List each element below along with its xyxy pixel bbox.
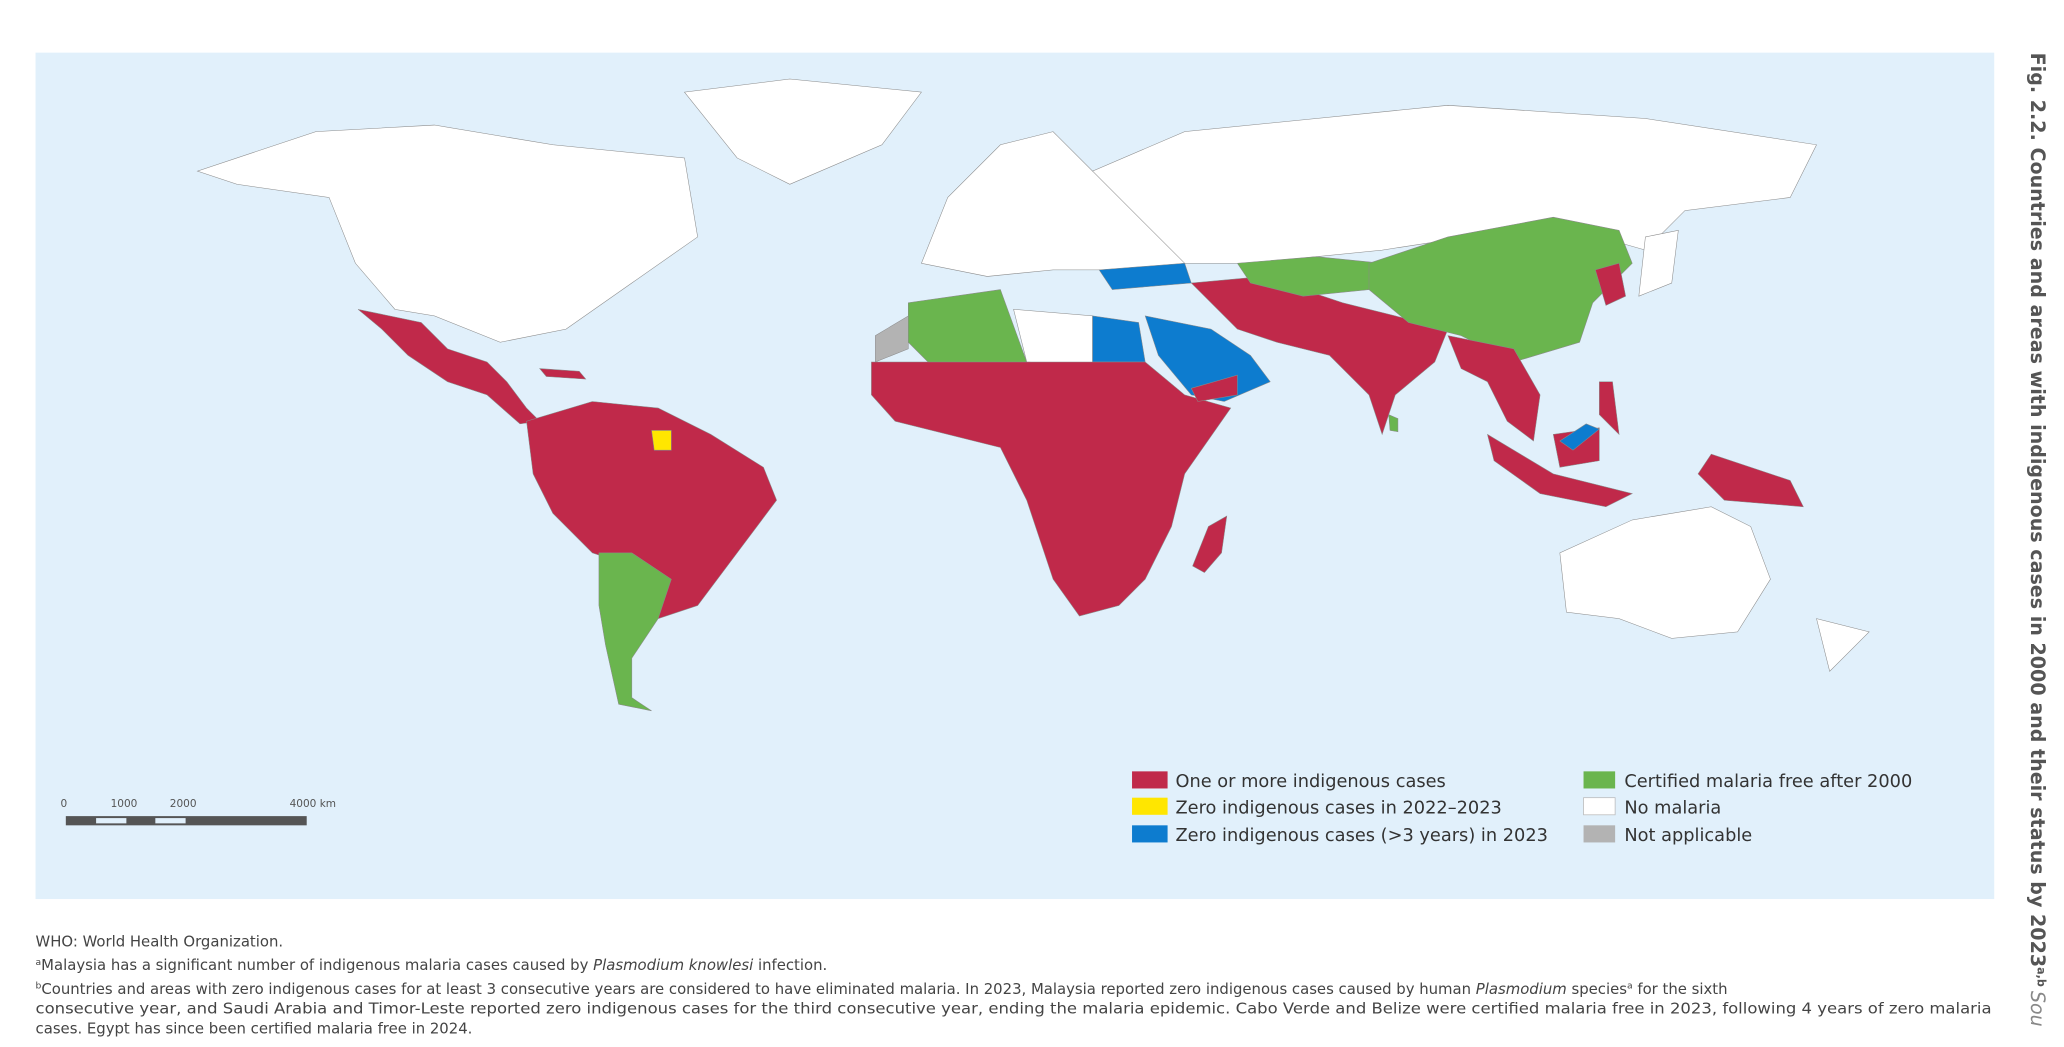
footnote-text: Malaysia has a significant number of ind… (41, 956, 593, 974)
arabia (1144, 315, 1271, 402)
malaysia (1559, 423, 1600, 451)
legend-label: Zero indigenous cases (>3 years) in 2023 (1175, 826, 1547, 846)
scale-label: 0 (61, 798, 68, 810)
footnote: bCountries and areas with zero indigenou… (36, 980, 1728, 998)
libya (1013, 309, 1093, 367)
footnote-marker: a (1627, 981, 1633, 992)
australia (1559, 506, 1771, 639)
scale-label: 2000 (170, 798, 197, 810)
china (1368, 216, 1633, 363)
yemen (1190, 374, 1238, 402)
legend-swatch (1132, 797, 1168, 815)
sumatra-java (1487, 433, 1633, 508)
footnote-text: for the sixth (1633, 980, 1728, 998)
title-cut: Sou (2026, 991, 2048, 1027)
new-zealand (1816, 618, 1870, 672)
legend-label: Zero indigenous cases in 2022–2023 (1175, 798, 1501, 818)
philippines (1599, 381, 1620, 436)
new-guinea (1697, 453, 1804, 508)
footnote-text: Countries and areas with zero indigenous… (41, 980, 1475, 998)
legend-swatch (1132, 771, 1168, 789)
western-sahara (875, 315, 909, 363)
scale-label: 1000 (111, 798, 138, 810)
footnote: aMalaysia has a significant number of in… (36, 956, 828, 974)
title-text: Fig. 2.2. Countries and areas with indig… (2026, 53, 2048, 967)
legend-swatch (1583, 797, 1616, 816)
suriname (651, 430, 672, 451)
scale-bar-segment (155, 818, 186, 824)
sri-lanka (1388, 414, 1399, 433)
caribbean (539, 368, 587, 380)
legend-swatch (1583, 771, 1616, 789)
world-map (196, 78, 1870, 712)
legend-swatch (1583, 825, 1616, 843)
legend-label: One or more indigenous cases (1175, 772, 1445, 792)
footnote: WHO: World Health Organization. (36, 932, 284, 950)
scale-bar-segment (96, 818, 127, 824)
footnote-marker: a (36, 957, 42, 968)
scale-bar: 0 1000 2000 4000 km (61, 798, 336, 826)
korea (1595, 262, 1626, 306)
legend-swatch (1132, 825, 1168, 843)
legend-label: No malaria (1624, 798, 1721, 818)
footnote-text: species (1567, 980, 1627, 998)
footnote: consecutive year, and Saudi Arabia and T… (36, 1000, 1992, 1018)
footnote-marker: b (36, 981, 42, 992)
madagascar (1192, 515, 1228, 573)
scale-label: 4000 km (290, 798, 336, 810)
title-sup: a,b (2035, 967, 2048, 987)
footnote: cases. Egypt has since been certified ma… (36, 1019, 473, 1037)
legend: One or more indigenous cases Zero indige… (1132, 771, 1912, 846)
footnotes: WHO: World Health Organization. aMalaysi… (36, 932, 1992, 1037)
footnote-italic: Plasmodium knowlesi (593, 956, 754, 974)
japan (1638, 230, 1679, 297)
footnote-italic: Plasmodium (1476, 980, 1567, 998)
legend-label: Not applicable (1624, 826, 1752, 846)
southeast-asia (1447, 335, 1541, 442)
north-america (196, 124, 698, 343)
argentina (598, 552, 672, 712)
footnote-text: infection. (753, 956, 827, 974)
south-asia (1190, 276, 1449, 436)
greenland (683, 78, 922, 185)
south-america (526, 401, 777, 619)
legend-label: Certified malaria free after 2000 (1624, 772, 1912, 792)
figure-title: Fig. 2.2. Countries and areas with indig… (2026, 53, 2048, 1027)
sub-saharan-africa (871, 361, 1232, 617)
egypt (1092, 315, 1146, 363)
scale-bar-body (65, 816, 307, 826)
